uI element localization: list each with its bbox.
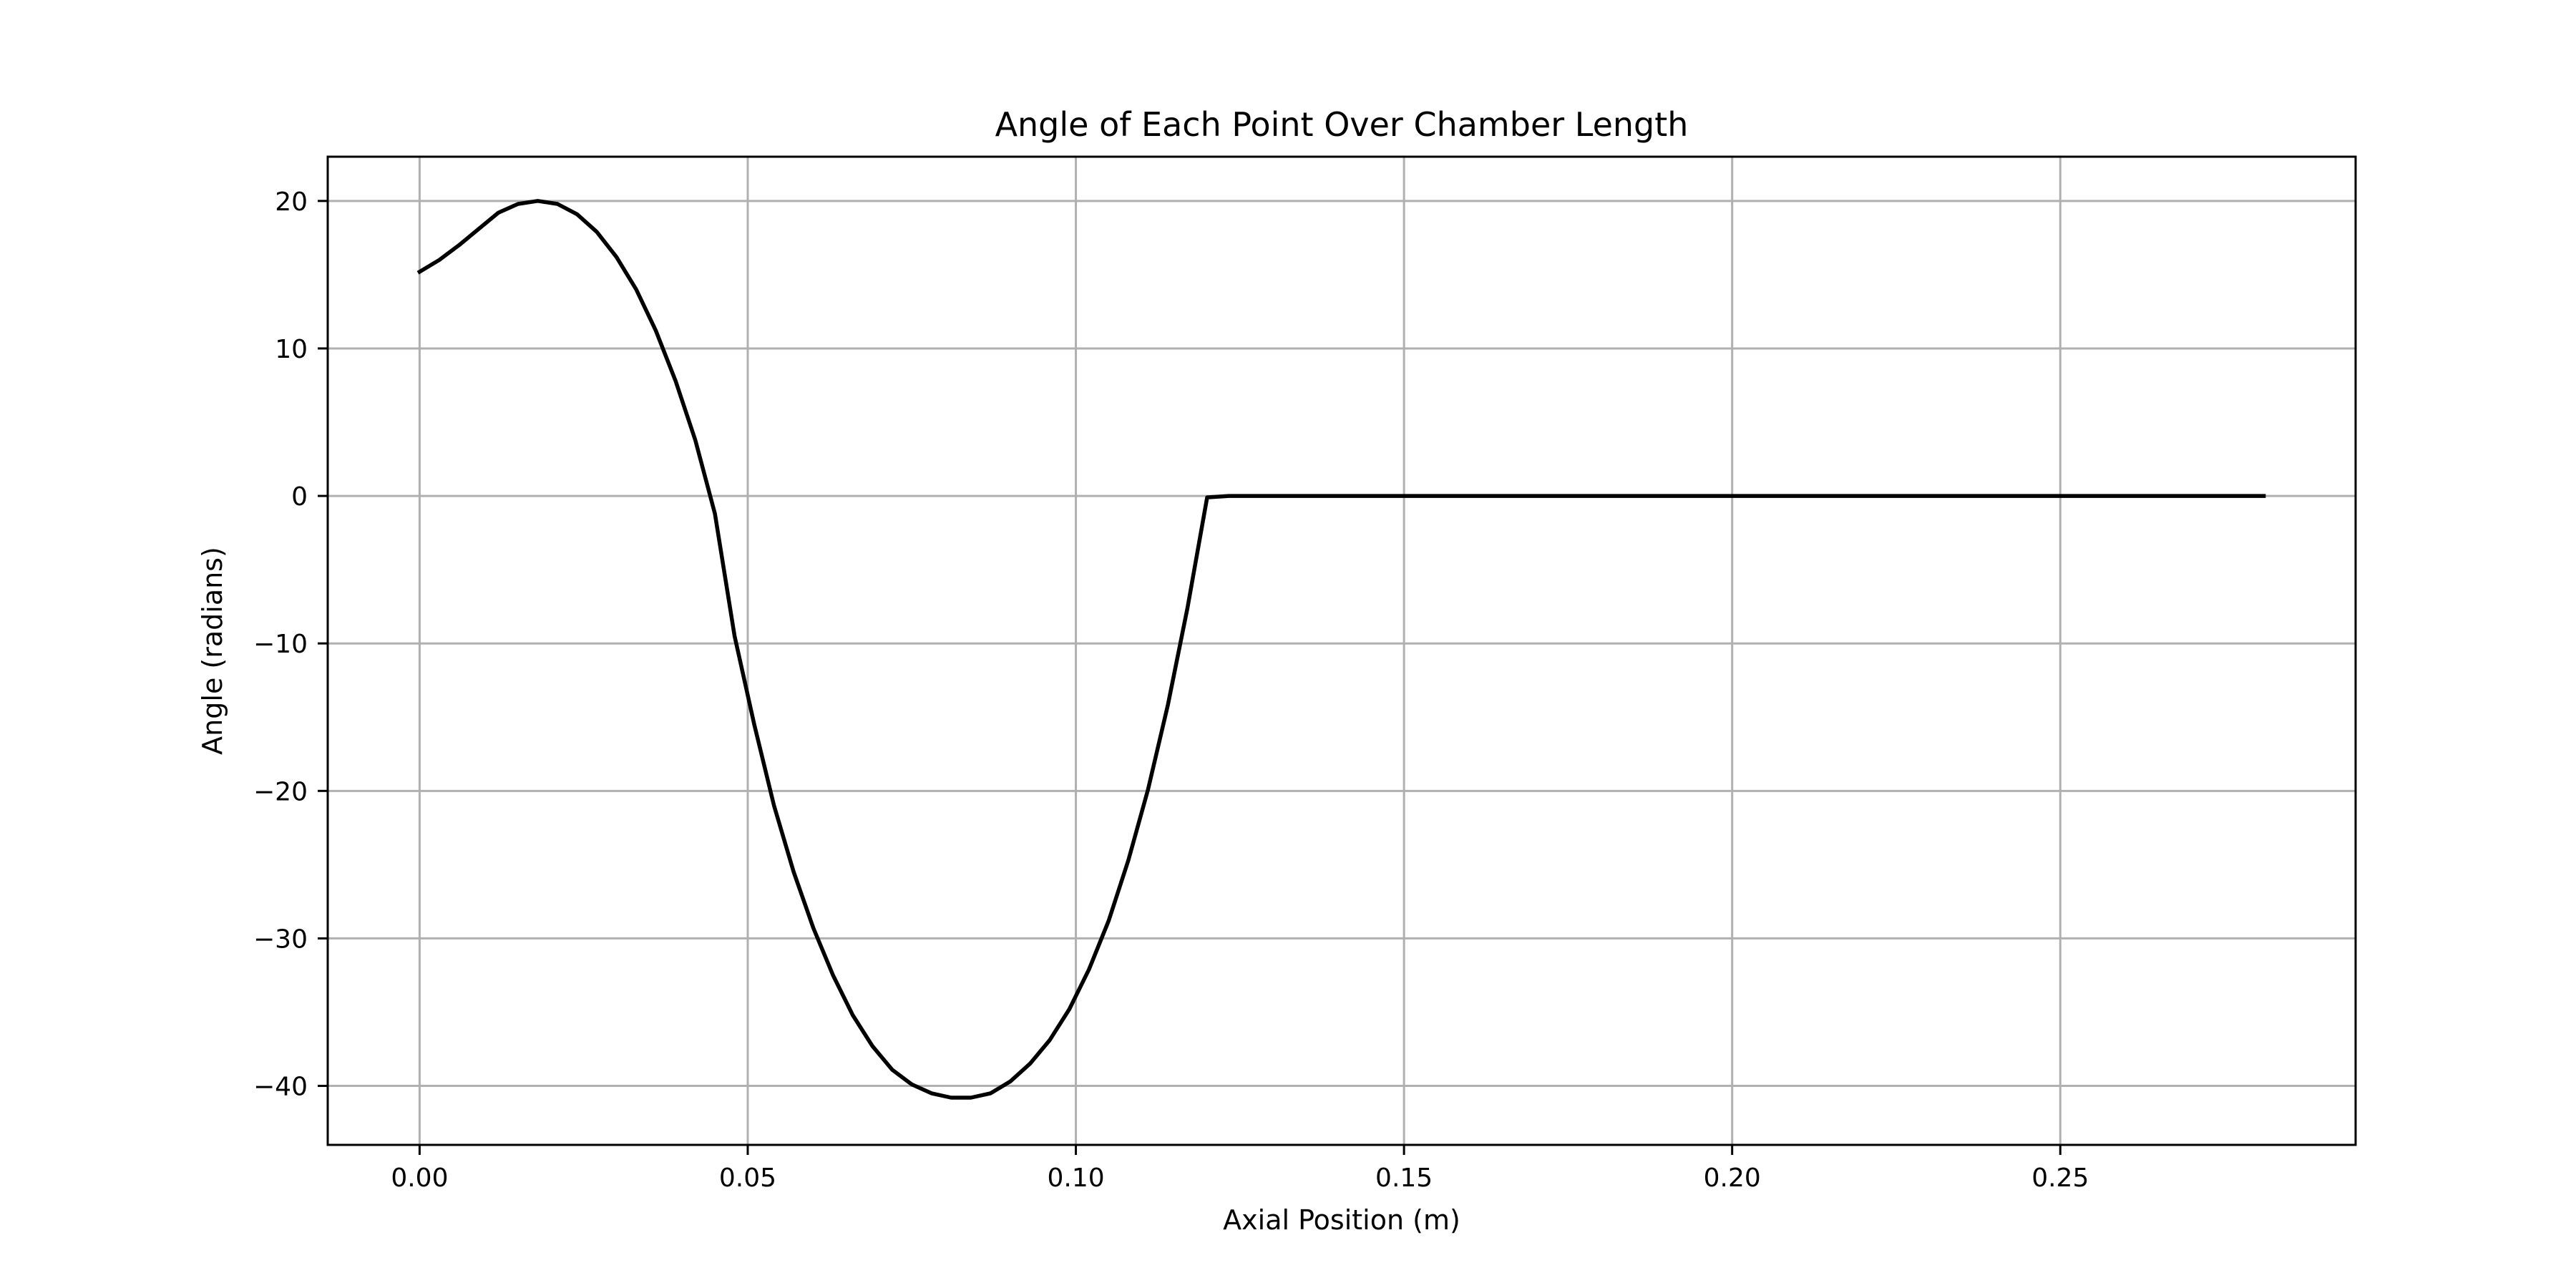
data-series [416,199,2266,1100]
x-tick-label: 0.10 [1047,1163,1104,1193]
x-tick-label: 0.25 [2031,1163,2089,1193]
y-tick-label: 10 [275,335,308,364]
y-tick-label: 20 [275,187,308,217]
chart-title: Angle of Each Point Over Chamber Length [995,105,1689,144]
x-tick-label: 0.15 [1375,1163,1433,1193]
grid [328,157,2356,1145]
y-axis-label: Angle (radians) [197,547,228,755]
series-line-0 [416,199,2266,1100]
x-tick-label: 0.20 [1704,1163,1761,1193]
y-axis-ticks: 20 10 0 −10 −20 −30 −40 [253,187,328,1102]
x-axis-label: Axial Position (m) [1223,1204,1460,1236]
x-axis-ticks: 0.00 0.05 0.10 0.15 0.20 0.25 [391,1145,2089,1193]
x-tick-label: 0.00 [391,1163,448,1193]
y-tick-label: −20 [253,777,308,806]
y-tick-label: −40 [253,1073,308,1102]
y-tick-label: −30 [253,924,308,954]
y-tick-label: −10 [253,630,308,659]
x-tick-label: 0.05 [719,1163,776,1193]
y-tick-label: 0 [291,482,308,512]
plot-area-frame [326,155,2357,1146]
